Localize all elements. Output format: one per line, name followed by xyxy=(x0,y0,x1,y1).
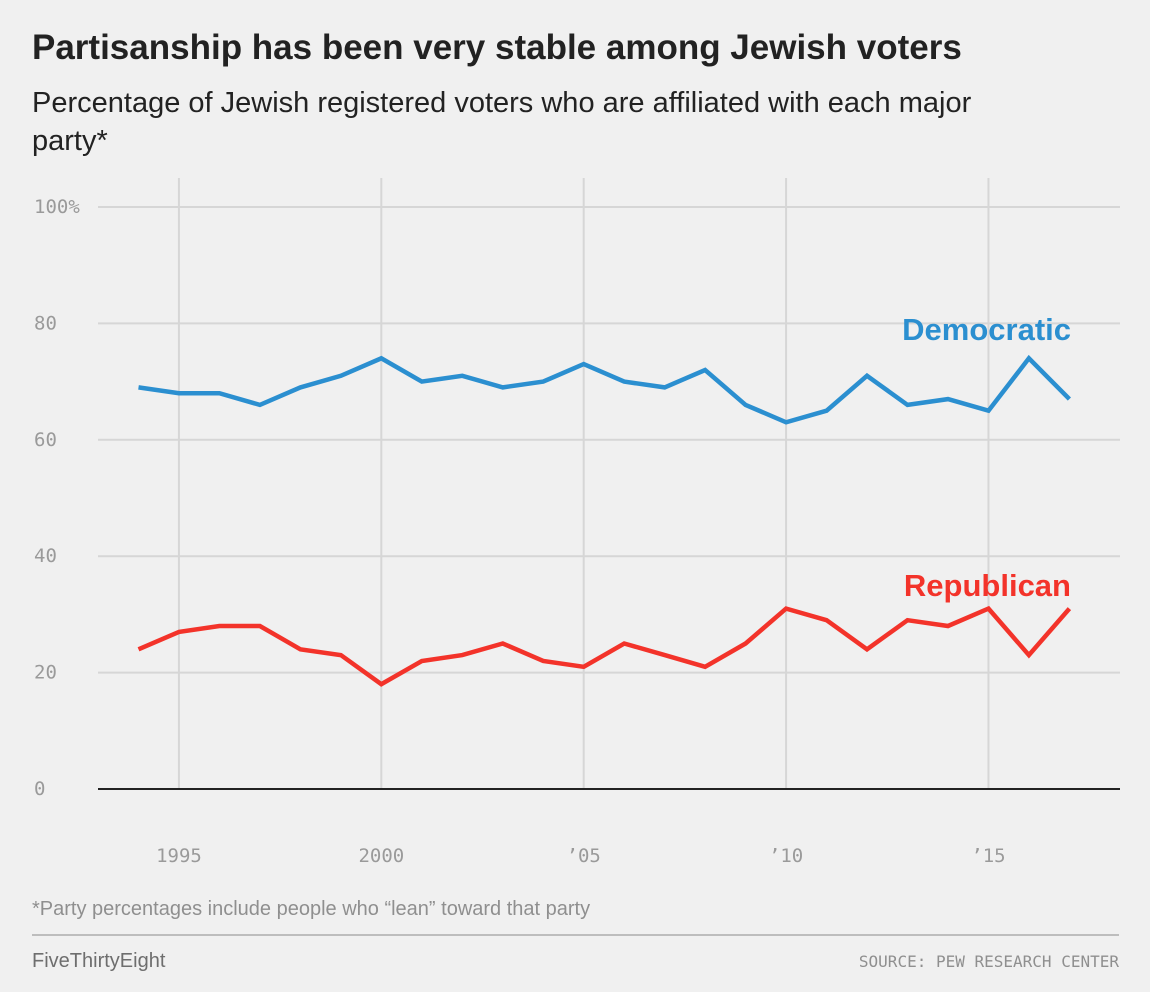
series-line-republican xyxy=(137,605,1072,687)
series-label-republican: Republican xyxy=(904,568,1071,603)
y-tick-label: 80 xyxy=(34,312,57,334)
chart-title: Partisanship has been very stable among … xyxy=(32,28,962,67)
series-label-democratic: Democratic xyxy=(902,312,1071,347)
brand-logo-text: FiveThirtyEight xyxy=(32,950,166,972)
footer-divider xyxy=(32,934,1119,936)
y-tick-label: 20 xyxy=(34,662,57,684)
x-tick-label: 1995 xyxy=(156,845,202,867)
y-tick-label: 40 xyxy=(34,545,57,567)
y-tick-label: 0 xyxy=(34,778,45,800)
source-credit: SOURCE: PEW RESEARCH CENTER xyxy=(858,952,1119,971)
y-tick-label: 60 xyxy=(34,429,57,451)
x-tick-label: ’15 xyxy=(971,845,1005,867)
x-tick-label: 2000 xyxy=(358,845,404,867)
y-tick-label: 100% xyxy=(34,196,80,218)
footnote: *Party percentages include people who “l… xyxy=(32,898,591,920)
x-tick-label: ’05 xyxy=(567,845,601,867)
series-line-democratic xyxy=(138,354,1071,425)
x-tick-label: ’10 xyxy=(769,845,803,867)
chart-subtitle: Percentage of Jewish registered voters w… xyxy=(32,87,972,157)
